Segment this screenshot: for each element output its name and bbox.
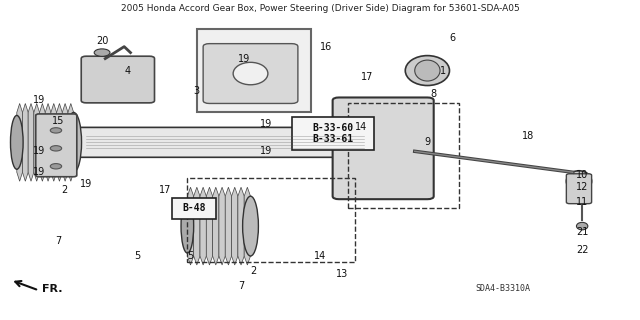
Text: 19: 19 [260,146,273,156]
Text: 8: 8 [431,90,436,100]
Polygon shape [56,103,62,181]
Text: 14: 14 [355,122,367,132]
Text: 19: 19 [260,119,273,129]
Text: 12: 12 [576,182,588,192]
Ellipse shape [243,196,259,256]
Text: 18: 18 [522,132,534,141]
Text: 7: 7 [55,236,61,246]
Ellipse shape [405,56,449,85]
Text: 15: 15 [52,116,64,126]
Text: SDA4-B3310A: SDA4-B3310A [476,284,531,293]
Ellipse shape [181,199,194,253]
Text: 22: 22 [576,245,588,255]
Ellipse shape [94,49,110,56]
Ellipse shape [51,164,61,169]
Text: 2: 2 [61,185,67,195]
Text: 13: 13 [336,269,348,279]
Text: 19: 19 [33,167,45,177]
Polygon shape [34,103,40,181]
Ellipse shape [10,116,23,169]
Polygon shape [17,103,22,181]
Text: 17: 17 [361,72,374,82]
FancyBboxPatch shape [292,117,374,150]
Polygon shape [188,187,194,265]
Text: 1: 1 [440,66,446,76]
Text: 7: 7 [238,281,244,291]
Text: 19: 19 [33,146,45,156]
Ellipse shape [66,112,81,172]
Bar [188,178,355,262]
FancyBboxPatch shape [566,174,591,204]
FancyBboxPatch shape [172,198,216,219]
Text: 19: 19 [80,179,92,189]
Text: 5: 5 [134,251,140,261]
Polygon shape [238,187,244,265]
Polygon shape [244,187,250,265]
Text: 9: 9 [424,137,431,147]
Polygon shape [68,103,74,181]
Polygon shape [51,103,56,181]
Polygon shape [28,103,34,181]
Polygon shape [232,187,238,265]
Polygon shape [212,187,219,265]
Text: 5: 5 [188,251,194,261]
Polygon shape [22,103,28,181]
Text: 14: 14 [314,251,326,261]
Ellipse shape [51,128,61,133]
Text: FR.: FR. [42,284,63,294]
Polygon shape [225,187,232,265]
Ellipse shape [566,171,591,192]
Text: 19: 19 [33,95,45,106]
FancyBboxPatch shape [203,44,298,103]
Ellipse shape [51,146,61,151]
Polygon shape [206,187,212,265]
Polygon shape [219,187,225,265]
Polygon shape [194,187,200,265]
Ellipse shape [577,222,588,230]
Bar [348,103,459,208]
Polygon shape [200,187,206,265]
Text: 20: 20 [96,36,108,46]
Polygon shape [45,103,51,181]
Ellipse shape [415,60,440,81]
Text: 11: 11 [576,197,588,207]
Text: B-48: B-48 [182,203,205,213]
Text: 16: 16 [320,42,332,52]
Text: 17: 17 [159,185,172,195]
Text: B-33-60
B-33-61: B-33-60 B-33-61 [312,123,353,144]
Polygon shape [40,103,45,181]
Polygon shape [62,103,68,181]
FancyBboxPatch shape [81,56,154,103]
Bar [197,29,310,112]
FancyBboxPatch shape [36,114,77,177]
FancyBboxPatch shape [52,127,399,157]
Text: 4: 4 [124,66,131,76]
Title: 2005 Honda Accord Gear Box, Power Steering (Driver Side) Diagram for 53601-SDA-A: 2005 Honda Accord Gear Box, Power Steeri… [120,4,520,13]
Text: 6: 6 [449,33,456,43]
Text: 10: 10 [576,170,588,180]
Text: 2: 2 [250,266,257,276]
Text: 21: 21 [576,227,588,237]
FancyBboxPatch shape [333,98,434,199]
Text: 19: 19 [238,53,250,64]
Text: 3: 3 [194,86,200,97]
Ellipse shape [233,62,268,85]
